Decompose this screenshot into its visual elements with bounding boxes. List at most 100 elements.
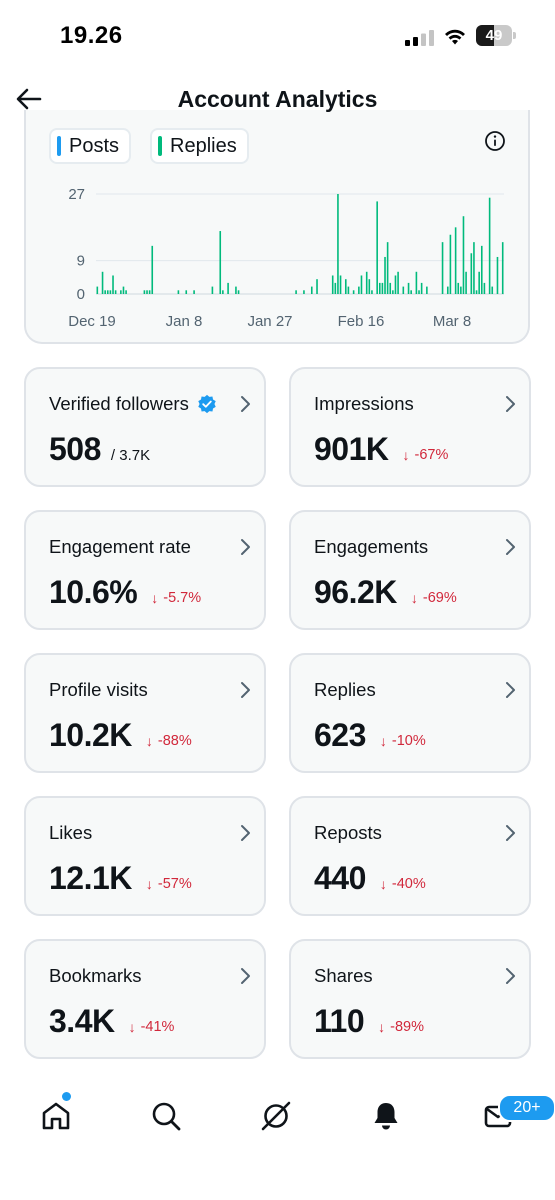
chart-bar <box>222 290 224 294</box>
chart-bar <box>114 290 117 294</box>
metric-value: 12.1K <box>49 860 132 896</box>
chart-bar <box>334 282 337 294</box>
metric-value-row: 3.4K ↓ -41% <box>49 1003 174 1040</box>
chart-bar <box>352 290 355 294</box>
chart-bar <box>347 286 350 294</box>
metric-value-row: 110 ↓ -89% <box>314 1003 424 1040</box>
chevron-right-icon <box>241 682 250 698</box>
metric-value-row: 10.2K ↓ -88% <box>49 717 192 754</box>
chart-bar <box>462 216 465 294</box>
metric-label-text: Likes <box>49 822 93 843</box>
back-button[interactable] <box>12 82 46 116</box>
nav-home[interactable] <box>34 1094 78 1138</box>
chart-bar <box>365 271 368 294</box>
arrow-down-icon: ↓ <box>379 733 387 749</box>
metric-label-text: Bookmarks <box>49 965 142 986</box>
metric-value-row: 12.1K ↓ -57% <box>49 860 192 897</box>
search-icon <box>152 1102 181 1131</box>
metric-card-bookmarks[interactable]: Bookmarks 3.4K ↓ -41% <box>24 939 266 1059</box>
metric-card-replies[interactable]: Replies 623 ↓ -10% <box>289 653 531 773</box>
notifications-icon <box>374 1103 398 1130</box>
metric-change-value: -10% <box>391 733 426 749</box>
cellular-signal-icon <box>405 30 434 46</box>
chart-bar <box>371 290 373 294</box>
wifi-icon <box>445 29 465 45</box>
metric-change: ↓ -40% <box>380 876 426 892</box>
chart-bar <box>420 282 423 294</box>
metric-value-row: 623 ↓ -10% <box>314 717 426 754</box>
chart-bar <box>337 194 339 294</box>
metric-value: 901K <box>314 431 389 467</box>
chart-bar <box>295 290 297 294</box>
metric-label-text: Replies <box>314 679 376 700</box>
nav-search[interactable] <box>144 1094 188 1138</box>
chart-bar <box>331 275 334 294</box>
chart-bar <box>368 279 371 294</box>
arrow-down-icon: ↓ <box>151 590 159 606</box>
chart-bar <box>392 290 394 294</box>
home-icon <box>42 1102 70 1130</box>
legend-replies-chip[interactable]: Replies <box>150 128 249 164</box>
x-tick-label: Feb 16 <box>338 313 385 330</box>
arrow-down-icon: ↓ <box>378 1019 386 1035</box>
nav-notifications[interactable] <box>364 1094 408 1138</box>
metric-value: 10.6% <box>49 574 138 610</box>
chart-bar <box>483 282 486 294</box>
metric-change-value: -40% <box>391 876 426 892</box>
metric-card-impressions[interactable]: Impressions 901K ↓ -67% <box>289 367 531 487</box>
chart-bar <box>376 201 378 294</box>
y-tick-label: 9 <box>77 253 85 270</box>
metric-card-likes[interactable]: Likes 12.1K ↓ -57% <box>24 796 266 916</box>
chart-bar <box>441 242 444 294</box>
arrow-down-icon: ↓ <box>145 733 153 749</box>
chart-bar <box>475 290 478 294</box>
chart-bar <box>109 290 112 294</box>
metric-label-text: Engagements <box>314 536 429 557</box>
chart-bar <box>177 290 180 294</box>
battery-level: 49 <box>485 27 503 44</box>
chart-bar <box>122 286 125 294</box>
chevron-right-icon <box>506 968 515 984</box>
chart-bar <box>397 271 399 294</box>
metric-change-value: -5.7% <box>163 590 202 606</box>
x-tick-label: Dec 19 <box>68 313 116 330</box>
chart-bar <box>125 290 127 294</box>
page-title: Account Analytics <box>177 86 378 112</box>
y-tick-label: 27 <box>68 186 85 203</box>
metric-card-shares[interactable]: Shares 110 ↓ -89% <box>289 939 531 1059</box>
chart-bar <box>310 286 313 294</box>
chevron-right-icon <box>506 396 515 412</box>
chart-bar <box>316 279 318 294</box>
metric-change: ↓ -5.7% <box>151 590 201 606</box>
chart-bar <box>381 282 384 294</box>
metric-value-row: 440 ↓ -40% <box>314 860 426 897</box>
metric-label: Engagement rate <box>49 536 191 558</box>
chart-bar <box>185 290 188 294</box>
metric-change: ↓ -57% <box>146 876 192 892</box>
chart-bar <box>407 282 410 294</box>
chart-bar <box>426 286 428 294</box>
nav-grok[interactable] <box>254 1094 298 1138</box>
chart-bar <box>418 290 420 294</box>
chart-bar <box>394 275 397 294</box>
chart-bar <box>378 282 381 294</box>
metric-card-verified-followers[interactable]: Verified followers 508 / 3.7K <box>24 367 266 487</box>
info-icon[interactable] <box>484 130 506 152</box>
metric-card-reposts[interactable]: Reposts 440 ↓ -40% <box>289 796 531 916</box>
metric-change-value: -88% <box>157 733 192 749</box>
chart-bar <box>389 282 392 294</box>
chart-bar <box>120 290 122 294</box>
metric-change: ↓ -88% <box>146 733 192 749</box>
metric-card-engagement-rate[interactable]: Engagement rate 10.6% ↓ -5.7% <box>24 510 266 630</box>
metric-card-profile-visits[interactable]: Profile visits 10.2K ↓ -88% <box>24 653 266 773</box>
arrow-down-icon: ↓ <box>145 876 153 892</box>
chevron-right-icon <box>241 968 250 984</box>
metric-value: 96.2K <box>314 574 397 610</box>
legend-posts-chip[interactable]: Posts <box>49 128 132 164</box>
chart-bar <box>446 286 449 294</box>
arrow-down-icon: ↓ <box>379 876 387 892</box>
legend-posts-label: Posts <box>69 134 120 157</box>
x-tick-label: Jan 27 <box>247 313 292 330</box>
metric-card-engagements[interactable]: Engagements 96.2K ↓ -69% <box>289 510 531 630</box>
metric-change: ↓ -69% <box>411 590 457 606</box>
